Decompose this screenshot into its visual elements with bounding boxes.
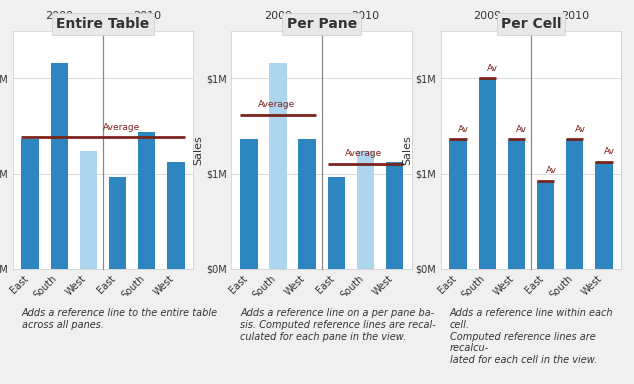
Bar [138, 132, 155, 269]
Text: Average: Average [103, 122, 140, 132]
Text: 2010: 2010 [560, 11, 589, 21]
Y-axis label: Sales: Sales [193, 135, 203, 165]
Bar [51, 63, 68, 269]
Text: 2009: 2009 [45, 11, 74, 21]
Bar [167, 162, 184, 269]
Bar [22, 139, 39, 269]
Bar [479, 78, 496, 269]
Text: Av: Av [545, 167, 557, 175]
Text: Av: Av [488, 64, 498, 73]
Bar [566, 139, 583, 269]
Bar [508, 139, 525, 269]
Text: Adds a reference line to the entire table
across all panes.: Adds a reference line to the entire tabl… [22, 308, 218, 330]
Text: Average: Average [345, 149, 382, 158]
Text: Average: Average [257, 100, 295, 109]
Bar [299, 139, 316, 269]
Bar [328, 177, 345, 269]
Text: Adds a reference line within each cell.
Computed reference lines are recalcu-
la: Adds a reference line within each cell. … [450, 308, 613, 365]
Text: Av: Av [517, 124, 527, 134]
Title: Per Pane: Per Pane [287, 17, 357, 31]
Bar [269, 63, 287, 269]
Text: 2010: 2010 [351, 11, 380, 21]
Bar [357, 151, 374, 269]
Bar [537, 181, 554, 269]
Bar [386, 162, 403, 269]
Bar [450, 139, 467, 269]
Text: 2009: 2009 [473, 11, 501, 21]
Text: Av: Av [458, 124, 469, 134]
Bar [80, 151, 97, 269]
Y-axis label: Sales: Sales [402, 135, 412, 165]
Text: Av: Av [574, 124, 586, 134]
Text: 2010: 2010 [133, 11, 161, 21]
Bar [595, 162, 612, 269]
Bar [240, 139, 257, 269]
Text: Adds a reference line on a per pane ba-
sis. Computed reference lines are recal-: Adds a reference line on a per pane ba- … [240, 308, 436, 341]
Text: 2009: 2009 [264, 11, 292, 21]
Text: Av: Av [604, 147, 615, 156]
Title: Per Cell: Per Cell [501, 17, 561, 31]
Title: Entire Table: Entire Table [56, 17, 150, 31]
Bar [109, 177, 126, 269]
